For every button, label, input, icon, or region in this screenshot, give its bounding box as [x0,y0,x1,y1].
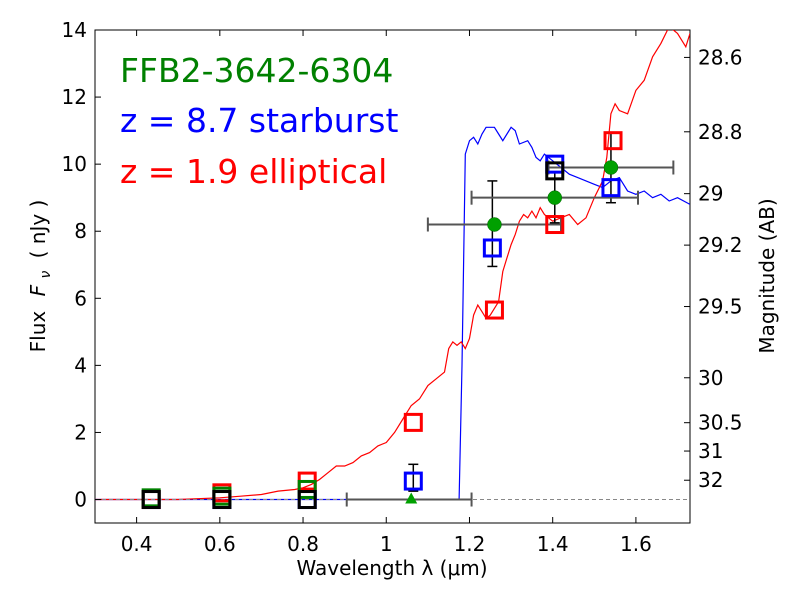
green-circle-marker [547,190,563,205]
square-marker [297,490,317,510]
square-marker [212,490,232,510]
svg-text:Flux F ν: Flux F ν ( nJy ) [26,200,55,353]
y2-tick-label: 31 [698,439,723,463]
y2-tick-label: 32 [698,468,723,492]
x-tick-label: 1.6 [620,532,652,556]
x-tick-label: 0.8 [287,532,319,556]
square-marker [545,215,565,235]
y2-tick-label: 30.5 [698,411,743,435]
axes: 0.4 0.6 0.8 1 1.2 1.4 1.6 0 2 4 6 8 10 12 14 28.6 28.8 29… [62,18,743,556]
x-tick-label: 0.6 [204,532,236,556]
y2-tick-label: 29 [698,182,723,206]
square-marker [297,479,317,499]
series-line-0 [95,126,690,501]
square-marker [545,161,565,181]
y-tick-label: 6 [74,286,87,310]
y-tick-label: 12 [62,85,87,109]
square-marker [484,300,504,320]
y-tick-label: 0 [74,488,87,512]
legend-starburst: z = 8.7 starburst [120,101,398,140]
square-marker [403,471,423,491]
green-circle-marker [603,160,619,175]
square-marker [603,131,623,151]
y2-tick-label: 28.6 [698,45,743,69]
square-marker [601,178,621,198]
y-axis-label-symbol: F [26,284,50,296]
y2-tick-label: 29.2 [698,233,743,257]
green-circle-marker [487,217,502,232]
y2-tick-label: 30 [698,366,723,390]
y-tick-label: 2 [74,420,87,444]
y2-tick-label: 29.5 [698,295,743,319]
y2-axis-label: Magnitude (AB) [755,198,779,353]
x-tick-label: 1 [380,532,393,556]
y-tick-label: 14 [62,18,87,42]
legend-elliptical: z = 1.9 elliptical [120,152,387,191]
y2-tick-label: 28.8 [698,120,743,144]
y-axis-label: Flux F ν ( nJy ) [26,200,55,353]
green-triangle-marker [405,492,418,504]
x-axis-label: Wavelength λ (μm) [296,556,487,580]
y-axis-label-subscript: ν [38,271,54,279]
y-axis-label-unit: ( nJy ) [26,200,50,259]
y-tick-label: 4 [74,353,87,377]
square-marker [482,238,502,258]
y-axis-label-prefix: Flux [26,311,50,353]
square-marker [141,490,161,510]
x-tick-label: 0.4 [121,532,153,556]
square-marker [403,412,423,432]
plot-area [94,29,691,524]
y-tick-label: 8 [74,219,87,243]
legend-object-name: FFB2-3642-6304 [120,51,393,90]
x-tick-label: 1.4 [537,532,569,556]
y-tick-label: 10 [62,152,87,176]
x-tick-label: 1.2 [454,532,486,556]
y2-axis-label-wrap: Magnitude (AB) [755,198,779,353]
markers [141,131,623,510]
